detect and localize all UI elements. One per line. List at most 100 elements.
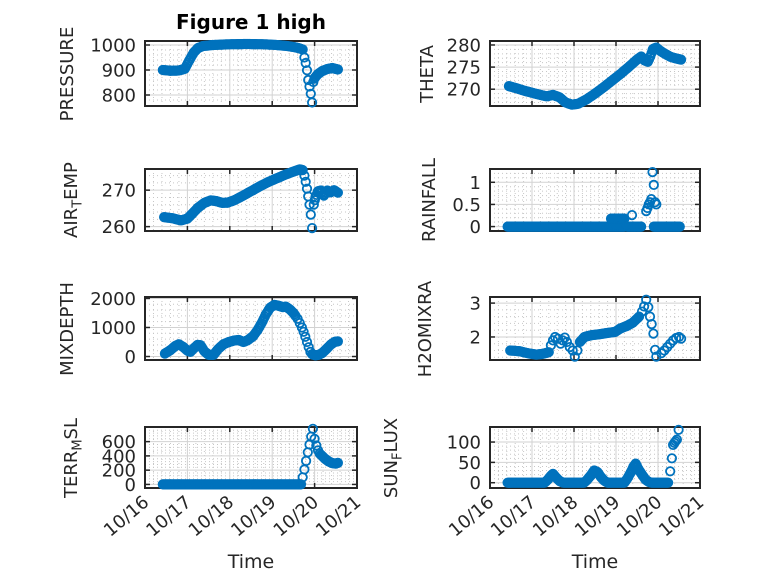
data-marker <box>626 209 638 221</box>
data-marker <box>670 436 681 447</box>
data-marker <box>332 457 343 469</box>
data-marker <box>299 52 310 63</box>
data-marker <box>663 477 674 488</box>
axes-mixdepth: 0 1000 2000 <box>90 289 358 368</box>
data-marker <box>647 167 658 178</box>
figure-title: Figure 1 high <box>176 10 326 34</box>
x-tick-label: 10/20 <box>270 492 323 541</box>
y-tick-label: 400 <box>102 446 136 467</box>
data-marker <box>552 333 564 344</box>
data-marker <box>674 221 685 232</box>
data-marker <box>648 328 659 339</box>
y-tick-label: 275 <box>447 58 481 79</box>
ylabel-text: H2OMIXRA <box>415 280 436 377</box>
ylabel-h2omixra: H2OMIXRA <box>412 179 440 479</box>
data-marker <box>307 97 318 108</box>
data-series-h2omixra <box>505 294 687 362</box>
y-tick-label: 1 <box>470 173 481 194</box>
x-tick-label: 10/17 <box>487 492 540 541</box>
data-marker <box>636 221 647 232</box>
data-series-rainfall <box>502 167 685 232</box>
y-tick-label: 800 <box>102 86 136 107</box>
x-tick-label: 10/17 <box>142 492 195 541</box>
axes-h2omixra: 23 <box>470 294 701 362</box>
data-marker <box>634 311 645 322</box>
axes-frame <box>144 168 358 232</box>
x-tick-label: 10/21 <box>312 492 365 541</box>
data-series-pressure <box>157 38 343 108</box>
y-tick-label: 2000 <box>90 289 136 310</box>
data-marker <box>671 434 682 445</box>
data-marker <box>631 313 643 324</box>
axes-frame <box>489 426 701 489</box>
data-marker <box>299 170 310 181</box>
y-tick-label: 0.5 <box>452 195 481 216</box>
y-tick-label: 260 <box>102 217 136 238</box>
x-tick-label: 10/16 <box>445 492 498 541</box>
x-tick-label: 10/19 <box>571 492 624 541</box>
ylabel-text: SUN <box>381 459 402 498</box>
ylabel-subscript: M <box>70 438 86 451</box>
y-tick-label: 0 <box>470 473 481 494</box>
data-marker <box>309 433 320 444</box>
data-marker <box>311 440 322 451</box>
y-tick-label: 0 <box>470 217 481 238</box>
data-marker <box>307 222 318 234</box>
axes-frame <box>144 296 358 361</box>
data-series-sunflux <box>502 424 684 488</box>
y-tick-label: 900 <box>102 61 136 82</box>
data-marker <box>298 326 309 337</box>
xlabel-time-left: Time <box>227 551 275 573</box>
ylabel-subscript: F <box>390 452 406 460</box>
data-marker <box>300 57 311 69</box>
data-marker <box>543 347 554 358</box>
y-tick-label: 100 <box>447 433 481 454</box>
data-marker <box>651 199 662 210</box>
y-tick-label: 600 <box>102 432 136 453</box>
y-tick-label: 200 <box>102 461 136 482</box>
data-marker <box>305 209 316 220</box>
data-marker <box>676 333 687 344</box>
x-tick-label: 10/18 <box>529 492 582 541</box>
data-marker <box>643 302 654 313</box>
axes-frame <box>489 40 701 107</box>
data-marker <box>639 301 650 312</box>
data-marker <box>646 319 657 330</box>
data-marker <box>300 176 311 187</box>
x-tick-label: 10/18 <box>185 492 238 541</box>
data-marker <box>300 331 311 342</box>
data-series-airtemp <box>159 164 343 234</box>
axes-pressure: 800 900 1000 <box>90 36 358 108</box>
y-tick-label: 280 <box>447 35 481 56</box>
ylabel-text: TERR <box>61 450 82 498</box>
data-marker <box>567 345 578 356</box>
data-marker <box>648 179 659 190</box>
x-tick-label: 10/19 <box>227 492 280 541</box>
y-tick-label: 1000 <box>90 36 136 57</box>
y-tick-label: 1000 <box>90 318 136 339</box>
y-tick-label: 3 <box>470 294 481 315</box>
data-marker <box>666 453 677 464</box>
y-tick-label: 270 <box>447 80 481 101</box>
ylabel-terrmsl: TERRMSL <box>58 308 86 583</box>
data-marker <box>332 64 343 75</box>
data-series-mixdepth <box>159 299 343 361</box>
data-marker <box>673 331 685 343</box>
x-tick-label: 10/21 <box>655 492 708 541</box>
y-tick-label: 0 <box>125 475 136 496</box>
y-tick-label: 0 <box>125 347 136 368</box>
y-tick-label: 2 <box>470 327 481 348</box>
data-series-terrmsl <box>157 423 343 490</box>
data-marker <box>295 479 307 490</box>
ylabel-text: SL <box>61 417 82 439</box>
xlabel-time-right: Time <box>571 551 619 573</box>
ylabel-sunflux: SUNFLUX <box>378 308 406 583</box>
data-marker <box>332 187 343 198</box>
data-marker <box>545 340 557 351</box>
ylabel-text: LUX <box>381 417 402 453</box>
data-marker <box>301 65 313 76</box>
axes-rainfall: 00.51 <box>452 167 701 238</box>
data-marker <box>307 423 318 434</box>
